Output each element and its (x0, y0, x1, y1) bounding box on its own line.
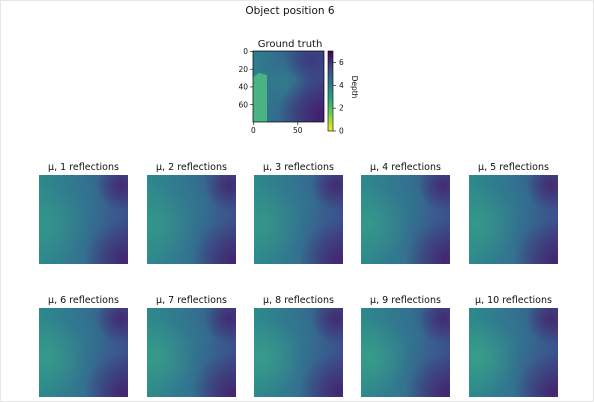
ground-truth-y-tick-label: 60 (238, 100, 248, 109)
reflection-panel-title: μ, 4 reflections (370, 162, 441, 173)
reflection-panel-title: μ, 6 reflections (48, 295, 119, 306)
reflection-panel: μ, 1 reflections (39, 162, 128, 264)
reflection-panel-image (254, 175, 343, 264)
ground-truth-x-tick-label: 0 (251, 126, 256, 135)
reflection-panel-image (147, 308, 236, 397)
reflection-panel-title: μ, 7 reflections (156, 295, 227, 306)
reflection-panel: μ, 6 reflections (39, 295, 128, 397)
reflection-panel: μ, 10 reflections (469, 295, 558, 397)
reflection-panel-image (469, 175, 558, 264)
reflection-panel-image (469, 308, 558, 397)
reflection-panel: μ, 3 reflections (254, 162, 343, 264)
ground-truth-y-axis: 0 20 40 60 (238, 47, 253, 109)
reflection-panel-title: μ, 1 reflections (48, 162, 119, 173)
colorbar-ticks: 0 2 4 6 (333, 58, 344, 136)
reflection-panel-image (254, 308, 343, 397)
reflection-panel-image (39, 308, 128, 397)
figure-title: Object position 6 (245, 5, 334, 17)
ground-truth-panel: Ground truth 0 20 40 60 0 50 0 2 4 6 Depth (238, 39, 359, 136)
reflection-panel: μ, 5 reflections (469, 162, 558, 264)
reflection-panel: μ, 2 reflections (147, 162, 236, 264)
reflection-panel: μ, 4 reflections (361, 162, 450, 264)
ground-truth-object (253, 73, 267, 122)
ground-truth-y-tick-label: 0 (243, 47, 248, 56)
colorbar-tick-label: 6 (339, 58, 344, 67)
ground-truth-x-tick-label: 50 (293, 126, 303, 135)
colorbar: 0 2 4 6 Depth (327, 50, 359, 136)
reflection-panel-title: μ, 3 reflections (263, 162, 334, 173)
colorbar-tick-label: 4 (339, 81, 344, 90)
reflection-panels: μ, 1 reflections μ, 2 reflections μ, 3 ref… (39, 162, 558, 397)
colorbar-tick-label: 0 (339, 127, 344, 136)
ground-truth-y-tick-label: 20 (238, 65, 248, 74)
reflection-panel-title: μ, 9 reflections (370, 295, 441, 306)
ground-truth-x-axis: 0 50 (251, 122, 303, 135)
colorbar-label: Depth (350, 76, 359, 99)
ground-truth-image (253, 51, 324, 122)
reflection-panel-title: μ, 2 reflections (156, 162, 227, 173)
reflection-panel-image (147, 175, 236, 264)
colorbar-tick-label: 2 (339, 104, 344, 113)
reflection-panel-title: μ, 5 reflections (478, 162, 549, 173)
reflection-panel-image (361, 175, 450, 264)
reflection-panel-image (361, 308, 450, 397)
reflection-panel: μ, 9 reflections (361, 295, 450, 397)
ground-truth-y-tick-label: 40 (238, 83, 248, 92)
reflection-panel: μ, 8 reflections (254, 295, 343, 397)
ground-truth-title: Ground truth (258, 39, 323, 50)
reflection-panel: μ, 7 reflections (147, 295, 236, 397)
reflection-panel-title: μ, 10 reflections (475, 295, 552, 306)
reflection-panel-image (39, 175, 128, 264)
reflection-panel-title: μ, 8 reflections (263, 295, 334, 306)
